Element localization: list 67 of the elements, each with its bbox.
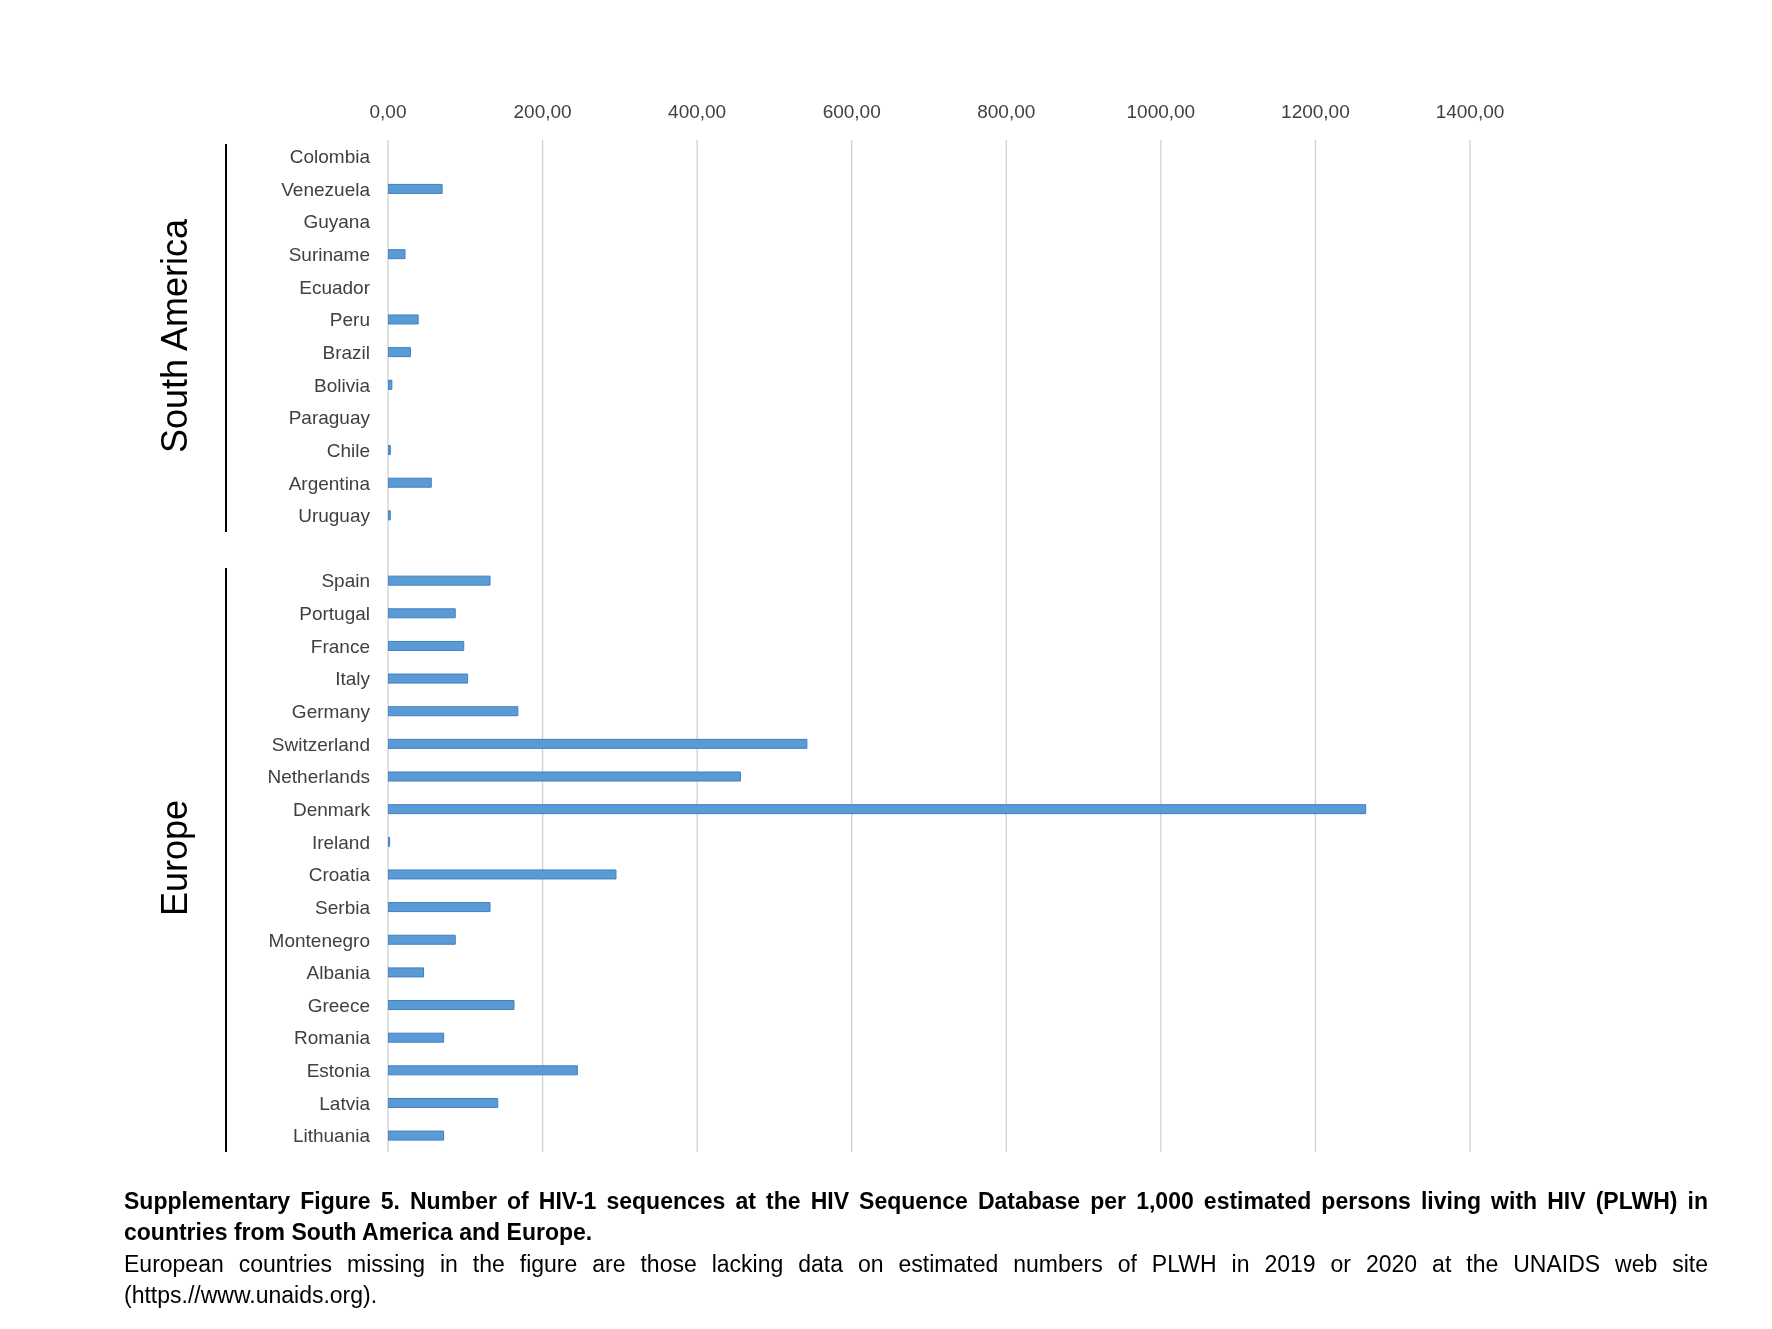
bar — [388, 804, 1367, 815]
x-tick-label: 400,00 — [668, 101, 727, 122]
y-tick-label: Montenegro — [268, 929, 370, 951]
bar — [388, 347, 411, 358]
bar — [388, 249, 406, 260]
x-tick-label: 0,00 — [369, 101, 407, 122]
bar — [388, 1065, 578, 1076]
text: Europe — [154, 800, 195, 917]
y-tick-label: Brazil — [322, 341, 370, 363]
y-tick-label: Spain — [321, 570, 370, 592]
y-tick-label: Serbia — [315, 896, 371, 918]
bar — [388, 575, 491, 586]
y-tick-label: Ecuador — [299, 276, 371, 298]
x-tick-label: 1000,00 — [1126, 101, 1196, 122]
y-tick-label: Venezuela — [281, 178, 371, 200]
text: European countries missing in the figure are those lacking data on estimated numbers of PLWH in 2019 or 2020 at the UNAIDS web site (https.//www.unaids.org). — [124, 1250, 1708, 1308]
y-tick-label: Albania — [306, 962, 371, 984]
y-tick-label: Suriname — [288, 244, 370, 265]
text: South America — [154, 218, 195, 453]
y-tick-label: Croatia — [308, 864, 371, 886]
y-tick-label: France — [310, 635, 370, 657]
bar — [388, 1130, 445, 1141]
y-tick-label: Paraguay — [288, 407, 371, 429]
bar — [388, 706, 519, 717]
bar — [388, 673, 469, 684]
y-tick-label: Argentina — [288, 472, 371, 494]
x-tick-label: 1400,00 — [1435, 101, 1505, 122]
bar — [388, 902, 491, 913]
bar — [388, 1097, 499, 1108]
y-tick-label: Ireland — [311, 831, 370, 853]
y-tick-label: Guyana — [303, 211, 371, 233]
y-tick-label: Switzerland — [271, 733, 370, 755]
y-tick-label: Peru — [329, 309, 370, 331]
y-tick-label: Bolivia — [314, 374, 371, 396]
y-tick-label: Estonia — [306, 1060, 371, 1082]
x-tick-label: 600,00 — [822, 101, 881, 122]
x-tick-label: 1200,00 — [1281, 101, 1350, 122]
bar — [388, 510, 391, 521]
bar — [388, 1032, 445, 1043]
bar — [388, 738, 808, 749]
text: Supplementary Figure 5. Number of HIV-1 sequences at the HIV Sequence Database per 1,000 estimated persons living with HIV (PLWH) in countries from South America and Europe. — [124, 1188, 1708, 1246]
x-tick-label: 800,00 — [977, 101, 1036, 122]
y-tick-label: Italy — [335, 668, 371, 690]
bar — [388, 640, 465, 651]
bar — [388, 477, 432, 488]
bar — [388, 967, 425, 978]
y-tick-label: Greece — [307, 994, 370, 1016]
y-tick-label: Lithuania — [292, 1125, 371, 1147]
bar — [388, 1000, 515, 1011]
y-tick-label: Romania — [293, 1027, 371, 1049]
y-tick-label: Netherlands — [267, 766, 370, 788]
bar — [388, 608, 456, 619]
bar — [388, 771, 741, 782]
y-tick-label: Denmark — [292, 798, 371, 820]
bar — [388, 869, 617, 880]
y-tick-label: Colombia — [289, 146, 371, 168]
y-tick-label: Latvia — [319, 1092, 371, 1114]
bar — [388, 183, 443, 194]
bar — [388, 934, 456, 945]
x-tick-label: 200,00 — [513, 101, 572, 122]
y-tick-label: Germany — [291, 701, 371, 723]
y-tick-label: Portugal — [299, 603, 370, 625]
bar — [388, 379, 393, 390]
bar — [388, 445, 391, 456]
y-tick-label: Chile — [326, 439, 370, 461]
y-tick-label: Uruguay — [298, 505, 371, 527]
bar — [388, 314, 419, 325]
